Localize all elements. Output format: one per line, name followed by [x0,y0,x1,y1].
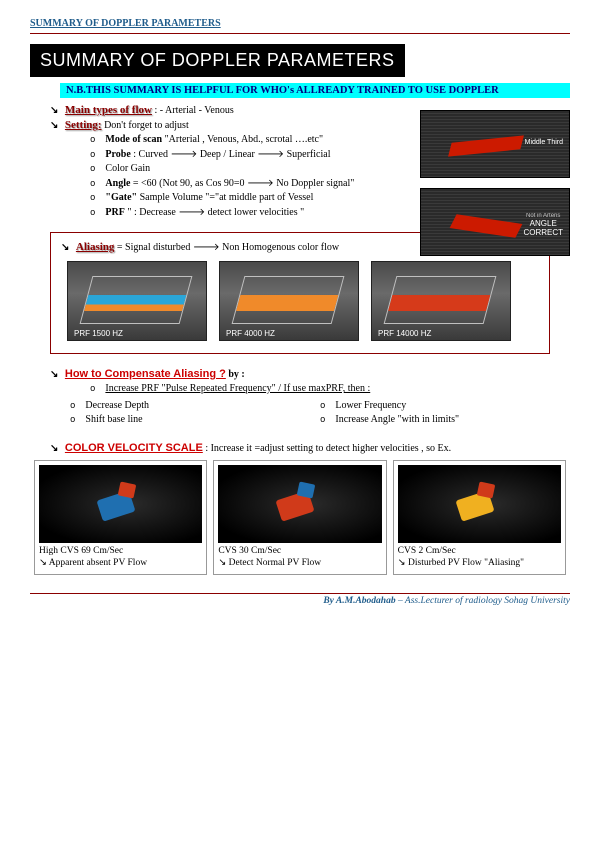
top-rule [30,33,570,34]
right-image-stack: Middle Third Not in Arteris ANGLE CORREC… [420,110,570,266]
howto-item: Increase Angle "with in limits" [320,414,570,425]
page-title: SUMMARY OF DOPPLER PARAMETERS [30,44,405,77]
ultrasound-thumb-middle-third: Middle Third [420,110,570,178]
setting-tail: Don't forget to adjust [104,120,189,131]
howto-label: How to Compensate Aliasing ? [65,368,226,380]
howto-first: Increase PRF "Pulse Repeated Frequency" … [105,383,370,394]
howto-item: Lower Frequency [320,400,570,411]
prf-label: PRF 4000 HZ [226,329,275,338]
ultrasound-thumb-angle-correct: Not in Arteris ANGLE CORRECT [420,188,570,256]
setting-label: Setting: [65,119,102,131]
cvs-ultrasound-thumb [39,465,202,543]
cvs-tail: : Increase it =adjust setting to detect … [205,443,451,454]
cvs-caption: High CVS 69 Cm/Sec↘ Apparent absent PV F… [39,546,202,570]
howto-item: Decrease Depth [70,400,320,411]
cvs-cell: High CVS 69 Cm/Sec↘ Apparent absent PV F… [34,460,207,575]
cvs-caption: CVS 30 Cm/Sec↘ Detect Normal PV Flow [218,546,381,570]
page-header: SUMMARY OF DOPPLER PARAMETERS [30,18,570,29]
cvs-caption: CVS 2 Cm/Sec↘ Disturbed PV Flow "Aliasin… [398,546,561,570]
footer-rule [30,593,570,594]
howto-item: Shift base line [70,414,320,425]
cvs-ultrasound-thumb [398,465,561,543]
nb-banner: N.B.THIS SUMMARY IS HELPFUL FOR WHO's AL… [60,83,570,98]
cvs-ultrasound-thumb [218,465,381,543]
aliasing-text: = Signal disturbed 🡒 Non Homogenous colo… [117,242,339,253]
caption-middle-third: Middle Third [525,139,563,146]
aliasing-label: Aliasing [76,241,115,253]
prf-label: PRF 1500 HZ [74,329,123,338]
aliasing-thumb: PRF 1500 HZ [67,261,207,341]
cvs-row: ↘ COLOR VELOCITY SCALE : Increase it =ad… [50,442,570,454]
howto-row: ↘ How to Compensate Aliasing ? by : [50,368,570,380]
main-types-label: Main types of flow [65,104,152,116]
howto-two-columns: Decrease Depth Shift base line Lower Freq… [70,397,570,428]
howto-right-col: Lower Frequency Increase Angle "with in l… [320,397,570,428]
footer-text: By A.M.Abodahab – Ass.Lecturer of radiol… [30,596,570,606]
cvs-cell: CVS 30 Cm/Sec↘ Detect Normal PV Flow [213,460,386,575]
howto-first-list: Increase PRF "Pulse Repeated Frequency" … [90,383,570,394]
caption-angle-correct: Not in Arteris ANGLE CORRECT [523,211,563,237]
cvs-label: COLOR VELOCITY SCALE [65,442,203,454]
footer-by: By A.M.Abodahab [323,596,395,606]
cvs-cell: CVS 2 Cm/Sec↘ Disturbed PV Flow "Aliasin… [393,460,566,575]
cvs-grid: High CVS 69 Cm/Sec↘ Apparent absent PV F… [34,460,566,575]
main-types-items: : - Arterial - Venous [154,105,233,116]
aliasing-thumbnails: PRF 1500 HZ PRF 4000 HZ PRF 14000 HZ [61,261,539,341]
aliasing-thumb: PRF 14000 HZ [371,261,511,341]
howto-by: by : [228,369,244,380]
aliasing-thumb: PRF 4000 HZ [219,261,359,341]
howto-left-col: Decrease Depth Shift base line [70,397,320,428]
footer-rest: – Ass.Lecturer of radiology Sohag Univer… [396,596,570,606]
prf-label: PRF 14000 HZ [378,329,431,338]
